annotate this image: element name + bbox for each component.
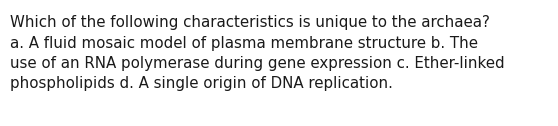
Text: Which of the following characteristics is unique to the archaea?
a. A fluid mosa: Which of the following characteristics i… — [10, 15, 504, 91]
